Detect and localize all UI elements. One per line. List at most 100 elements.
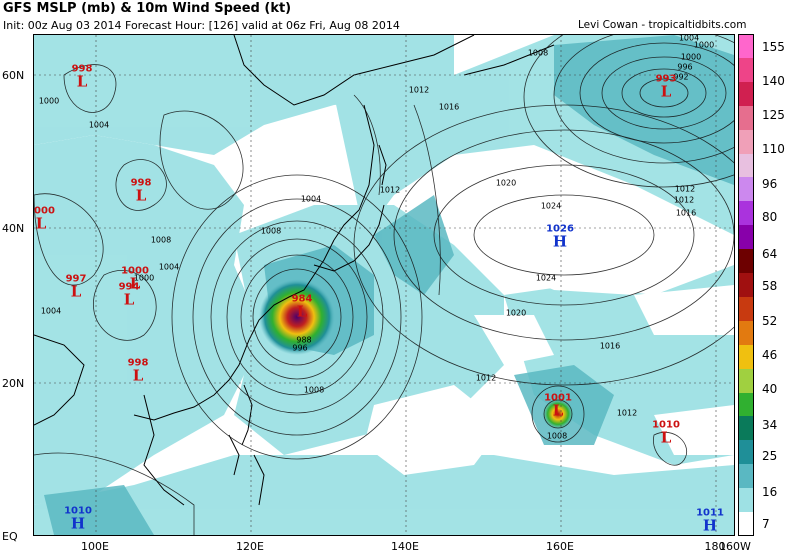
isobar-label: 1004 [40,306,62,316]
lon-label-100e: 100E [81,540,109,553]
colorbar-tick: 110 [762,142,785,156]
map-panel: 1008 1000 1012 1016 1000 1004 1012 1020 1024 1008… [33,34,735,536]
pressure-value: 1011 [696,507,724,519]
colorbar-swatch [738,153,754,178]
colorbar-frame [738,34,754,536]
colorbar-swatch [738,296,754,322]
isobar-label: 1000 [693,40,715,50]
colorbar-swatch [738,105,754,131]
isobar-label: 1008 [303,385,325,395]
isobar-label: 1008 [260,226,282,236]
pressure-letter: L [70,282,82,301]
pressure-value: 1026 [546,223,574,235]
pressure-letter: H [702,516,718,535]
colorbar-tick: 125 [762,108,785,122]
map-canvas [34,35,734,535]
pressure-value: 1010 [64,505,92,517]
colorbar-tick: 140 [762,74,785,88]
isobar-label: 1000 [680,52,702,62]
isobar-label: 1020 [495,178,517,188]
isobar-label: 1012 [379,185,401,195]
isobar-label: 1016 [438,102,460,112]
isobar-label: 1012 [673,195,695,205]
colorbar-swatch [738,225,754,250]
isobar-label: 1008 [150,235,172,245]
lon-label-160e: 160E [546,540,574,553]
isobar-label: 1008 [546,431,568,441]
colorbar-swatch [738,129,754,154]
colorbar-tick: 52 [762,314,778,328]
isobar-label: 1016 [599,341,621,351]
colorbar-swatch [738,440,754,465]
chart-title: GFS MSLP (mb) & 10m Wind Speed (kt) [3,1,292,16]
pressure-letter: L [660,82,672,101]
pressure-letter: L [552,401,564,420]
colorbar-tick: 7 [762,517,770,531]
lat-label-eq: EQ [2,530,18,543]
isobar-label: 1012 [674,184,696,194]
pressure-value: 1000 [34,205,55,217]
isobar-label: 1012 [408,85,430,95]
colorbar-swatch [738,368,754,394]
colorbar-swatch [738,34,754,59]
isobar-label: 1012 [616,408,638,418]
isobar-label: 1024 [535,273,557,283]
colorbar-swatch [738,177,754,202]
colorbar-swatch [738,320,754,346]
storm-core [542,398,574,430]
colorbar-tick: 25 [762,449,778,463]
colorbar-swatch [738,512,754,537]
low-pressure-center: 1010 L [652,419,680,446]
colorbar-swatch [738,249,754,274]
isobar-label: 996 [292,343,308,353]
pressure-letter: L [76,72,88,91]
colorbar-swatch [738,273,754,298]
isobar-label: 1004 [88,120,110,130]
pressure-letter: H [552,232,568,251]
high-pressure-center: 1011 H [696,507,724,535]
calm-areas [364,185,734,475]
pressure-value: 998 [130,177,152,189]
colorbar-swatch [738,57,754,83]
isobar-label: 1004 [158,262,180,272]
pressure-letter: L [123,290,135,309]
colorbar-swatch [738,464,754,489]
pressure-value: 1010 [652,419,680,431]
isobar-label: 1024 [540,201,562,211]
isobars [34,35,734,535]
colorbar-tick: 64 [762,247,778,261]
chart-subtitle: Init: 00z Aug 03 2014 Forecast Hour: [12… [3,19,400,32]
colorbar-tick: 34 [762,418,778,432]
colorbar-tick: 40 [762,382,778,396]
pressure-value: 1001 [544,392,572,404]
isobar-label: 1000 [133,273,155,283]
isobar-label: 1008 [527,48,549,58]
pressure-value: 993 [655,73,677,85]
colorbar-swatch [738,81,754,107]
isobar-label: 996 [677,62,693,72]
colorbar-swatch [738,344,754,370]
typhoon-core [259,279,335,355]
lat-label-40n: 40N [2,222,25,235]
isobar-label: 1020 [505,308,527,318]
low-pressure-center: 994 L [119,282,140,309]
pressure-letter: L [135,186,147,205]
colorbar-tick: 96 [762,177,778,191]
low-pressure-center: 1001 L [544,392,572,420]
low-pressure-center: 998 L [128,358,149,385]
isobar-label: 1004 [678,34,700,43]
pressure-value: 997 [65,273,87,285]
pressure-letter: L [296,302,308,321]
isobar-label: 1004 [300,194,322,204]
lon-label-160w: 160W [719,540,751,553]
isobar-label: 1012 [475,373,497,383]
pressure-letter: L [35,214,47,233]
colorbar-swatch [738,392,754,417]
colorbar-tick: 155 [762,40,785,54]
pressure-value: 1000 [121,265,149,277]
pressure-letter: H [70,514,86,533]
isobar-label: 1000 [38,96,60,106]
pressure-letter: L [132,366,144,385]
